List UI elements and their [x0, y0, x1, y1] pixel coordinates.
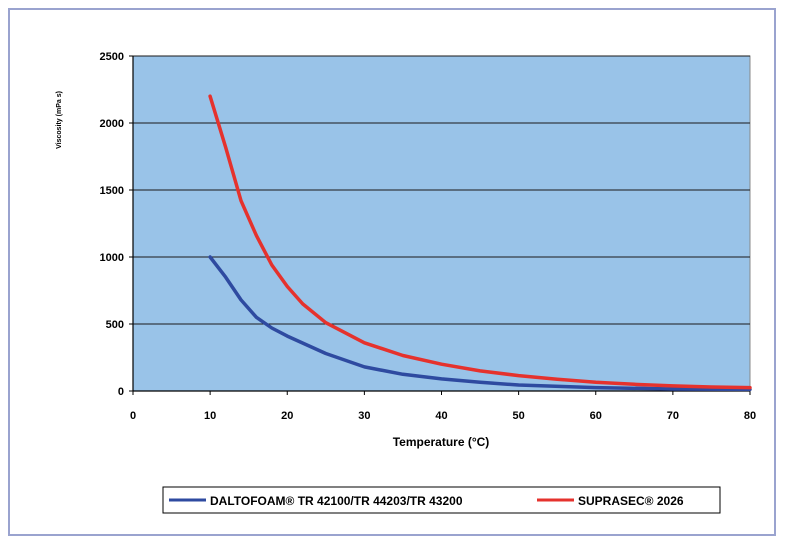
legend-box: [162, 486, 721, 514]
x-tick-label: 70: [667, 410, 679, 422]
legend-label-suprasec: SUPRASEC® 2026: [578, 494, 684, 508]
y-tick-label: 2000: [100, 118, 124, 130]
y-axis-label: Viscosity (mPa s): [56, 91, 63, 149]
y-tick-label: 2500: [100, 51, 124, 63]
legend-label-daltofoam: DALTOFOAM® TR 42100/TR 44203/TR 43200: [210, 494, 463, 508]
chart-frame: [8, 8, 776, 536]
y-tick-labels: 0 500 1000 1500 2000 2500: [100, 51, 133, 398]
x-tick-label: 40: [435, 410, 447, 422]
x-tick-label: 30: [358, 410, 370, 422]
plot-area: [132, 55, 751, 392]
y-tick-label: 1000: [100, 252, 124, 264]
x-tick-label: 50: [513, 410, 525, 422]
gridlines: [133, 55, 750, 325]
series-line-daltofoam: [208, 255, 752, 392]
x-axis-label: Temperature (°C): [393, 435, 490, 449]
x-tick-label: 10: [204, 410, 216, 422]
legend: DALTOFOAM® TR 42100/TR 44203/TR 43200 SU…: [162, 486, 721, 514]
y-tick-label: 0: [118, 386, 124, 398]
x-tick-label: 0: [130, 410, 136, 422]
y-tick-label: 1500: [100, 185, 124, 197]
x-tick-label: 80: [744, 410, 756, 422]
x-tick-labels: 0 10 20 30 40 50 60 70 80: [130, 391, 756, 422]
x-tick-label: 60: [590, 410, 602, 422]
series-lines: [208, 94, 752, 392]
x-tick-label: 20: [281, 410, 293, 422]
series-line-suprasec: [208, 94, 752, 390]
y-tick-label: 500: [106, 319, 124, 331]
